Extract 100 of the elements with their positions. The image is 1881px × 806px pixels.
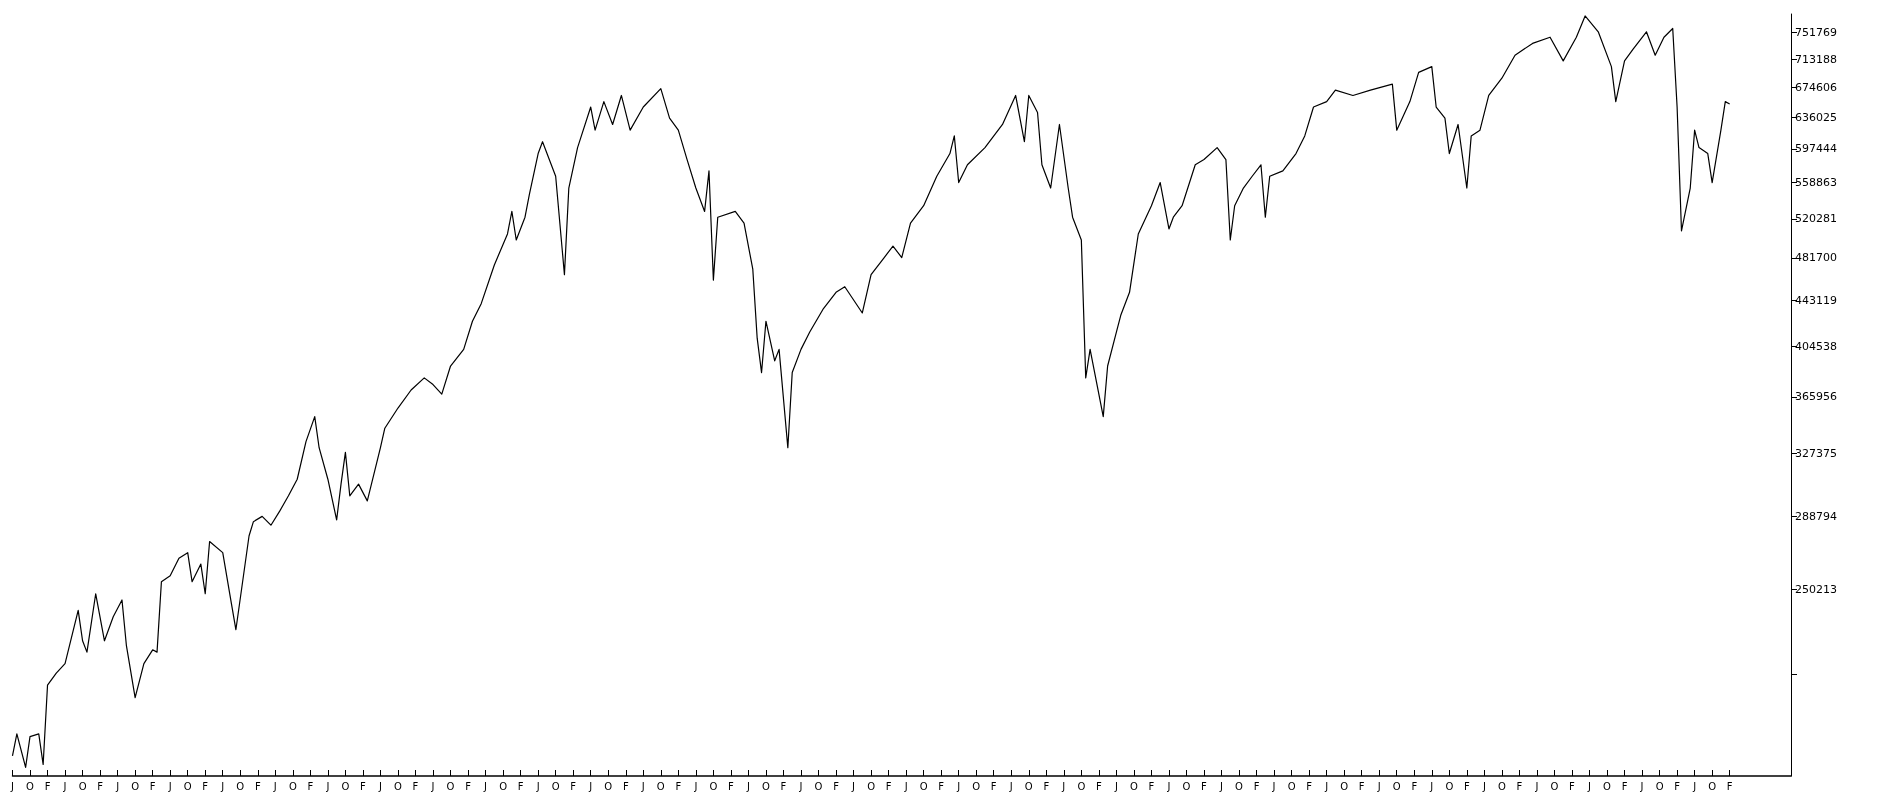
x-tick-label: F [1463,780,1470,792]
x-tick-label: F [1253,780,1260,792]
y-tick-label: 365956 [1795,390,1837,404]
y-tick-label: 520281 [1795,212,1837,226]
x-tick-label: O [551,780,560,792]
x-tick-label: J [430,780,435,792]
x-tick-label: F [885,780,892,792]
x-tick-label: J [1061,780,1066,792]
x-tick-label: F [517,780,524,792]
x-tick-label: J [10,780,14,792]
x-tick-label: J [272,780,277,792]
x-tick-label: F [1201,780,1208,792]
x-tick-label: O [1129,780,1138,792]
x-tick-label: O [394,780,403,792]
x-tick-label: J [1324,780,1329,792]
x-tick-label: F [728,780,735,792]
x-tick-label: J [1166,780,1171,792]
x-tick-label: F [465,780,472,792]
x-tick-label: O [183,780,192,792]
x-tick-label: F [1095,780,1102,792]
y-tick-label: 674606 [1795,80,1837,94]
x-tick-label: J [535,780,540,792]
x-tick-label: J [640,780,645,792]
x-tick-label: J [115,780,120,792]
x-tick-label: F [254,780,261,792]
x-tick-label: O [1340,780,1349,792]
x-tick-label: F [1569,780,1576,792]
x-tick-label: F [570,780,577,792]
y-tick-label: 327375 [1795,446,1837,460]
x-tick-label: J [588,780,593,792]
x-tick-label: J [851,780,856,792]
x-tick-label: J [62,780,67,792]
x-tick-label: J [798,780,803,792]
x-tick-label: O [131,780,140,792]
x-tick-label: O [972,780,981,792]
x-tick-label: J [1008,780,1013,792]
x-tick-label: F [1726,780,1733,792]
x-tick-label: O [78,780,87,792]
x-tick-label: F [938,780,945,792]
x-tick-label: O [1077,780,1086,792]
x-tick-label: J [1113,780,1118,792]
line-series [11,15,1731,768]
y-tick-label: 558863 [1795,176,1837,190]
x-tick-label: O [1182,780,1191,792]
y-tick-label: 288794 [1795,510,1837,524]
x-tick-label: F [1306,780,1313,792]
x-tick-label: J [1271,780,1276,792]
x-tick-label: J [1219,780,1223,792]
x-tick-label: J [1429,780,1434,792]
x-tick-label: F [675,780,682,792]
x-tick-label: J [745,780,750,792]
x-tick-label: J [377,780,382,792]
x-tick-label: O [1708,780,1717,792]
x-tick-label: F [1358,780,1365,792]
x-tick-label: O [1287,780,1296,792]
x-tick-label: O [1497,780,1506,792]
x-tick-label: J [903,780,908,792]
x-tick-label: O [1392,780,1401,792]
x-tick-label: O [1603,780,1612,792]
x-tick-label: J [1587,780,1591,792]
x-tick-label: F [1516,780,1523,792]
x-tick-label: F [97,780,104,792]
x-tick-label: O [1655,780,1664,792]
x-tick-label: J [167,780,172,792]
x-tick-label: F [360,780,367,792]
x-tick-label: J [1692,780,1697,792]
x-tick-label: O [762,780,770,792]
x-tick-label: F [307,780,314,792]
x-tick-label: O [656,780,665,792]
x-tick-label: J [693,780,698,792]
x-tick-label: J [1639,780,1644,792]
x-tick-label: O [1550,780,1559,792]
x-tick-label: F [1674,780,1681,792]
x-tick-label: F [412,780,419,792]
y-tick-label: 751769 [1795,26,1837,40]
x-tick-label: J [1534,780,1539,792]
x-tick-label: O [1024,780,1033,792]
x-tick-label: F [202,780,209,792]
x-tick-label: O [709,780,718,792]
y-tick-label: 443119 [1795,293,1837,307]
x-tick-label: J [956,780,961,792]
x-tick-label: O [814,780,823,792]
y-tick-label: 250213 [1795,582,1837,596]
x-tick-label: F [622,780,629,792]
y-tick-label: 636025 [1795,110,1837,124]
x-tick-label: J [220,780,225,792]
x-tick-label: O [341,780,350,792]
x-tick-label: O [867,780,876,792]
x-tick-label: O [919,780,928,792]
x-tick-label: J [325,780,330,792]
x-tick-label: J [483,780,488,792]
y-tick-label: 597444 [1795,142,1837,156]
x-tick-label: O [1235,780,1244,792]
x-tick-label: F [1411,780,1418,792]
x-tick-label: F [44,780,51,792]
x-tick-label: O [236,780,245,792]
x-tick-label: F [149,780,156,792]
x-tick-label: J [1481,780,1486,792]
x-tick-label: O [1445,780,1454,792]
x-tick-label: O [26,780,35,792]
